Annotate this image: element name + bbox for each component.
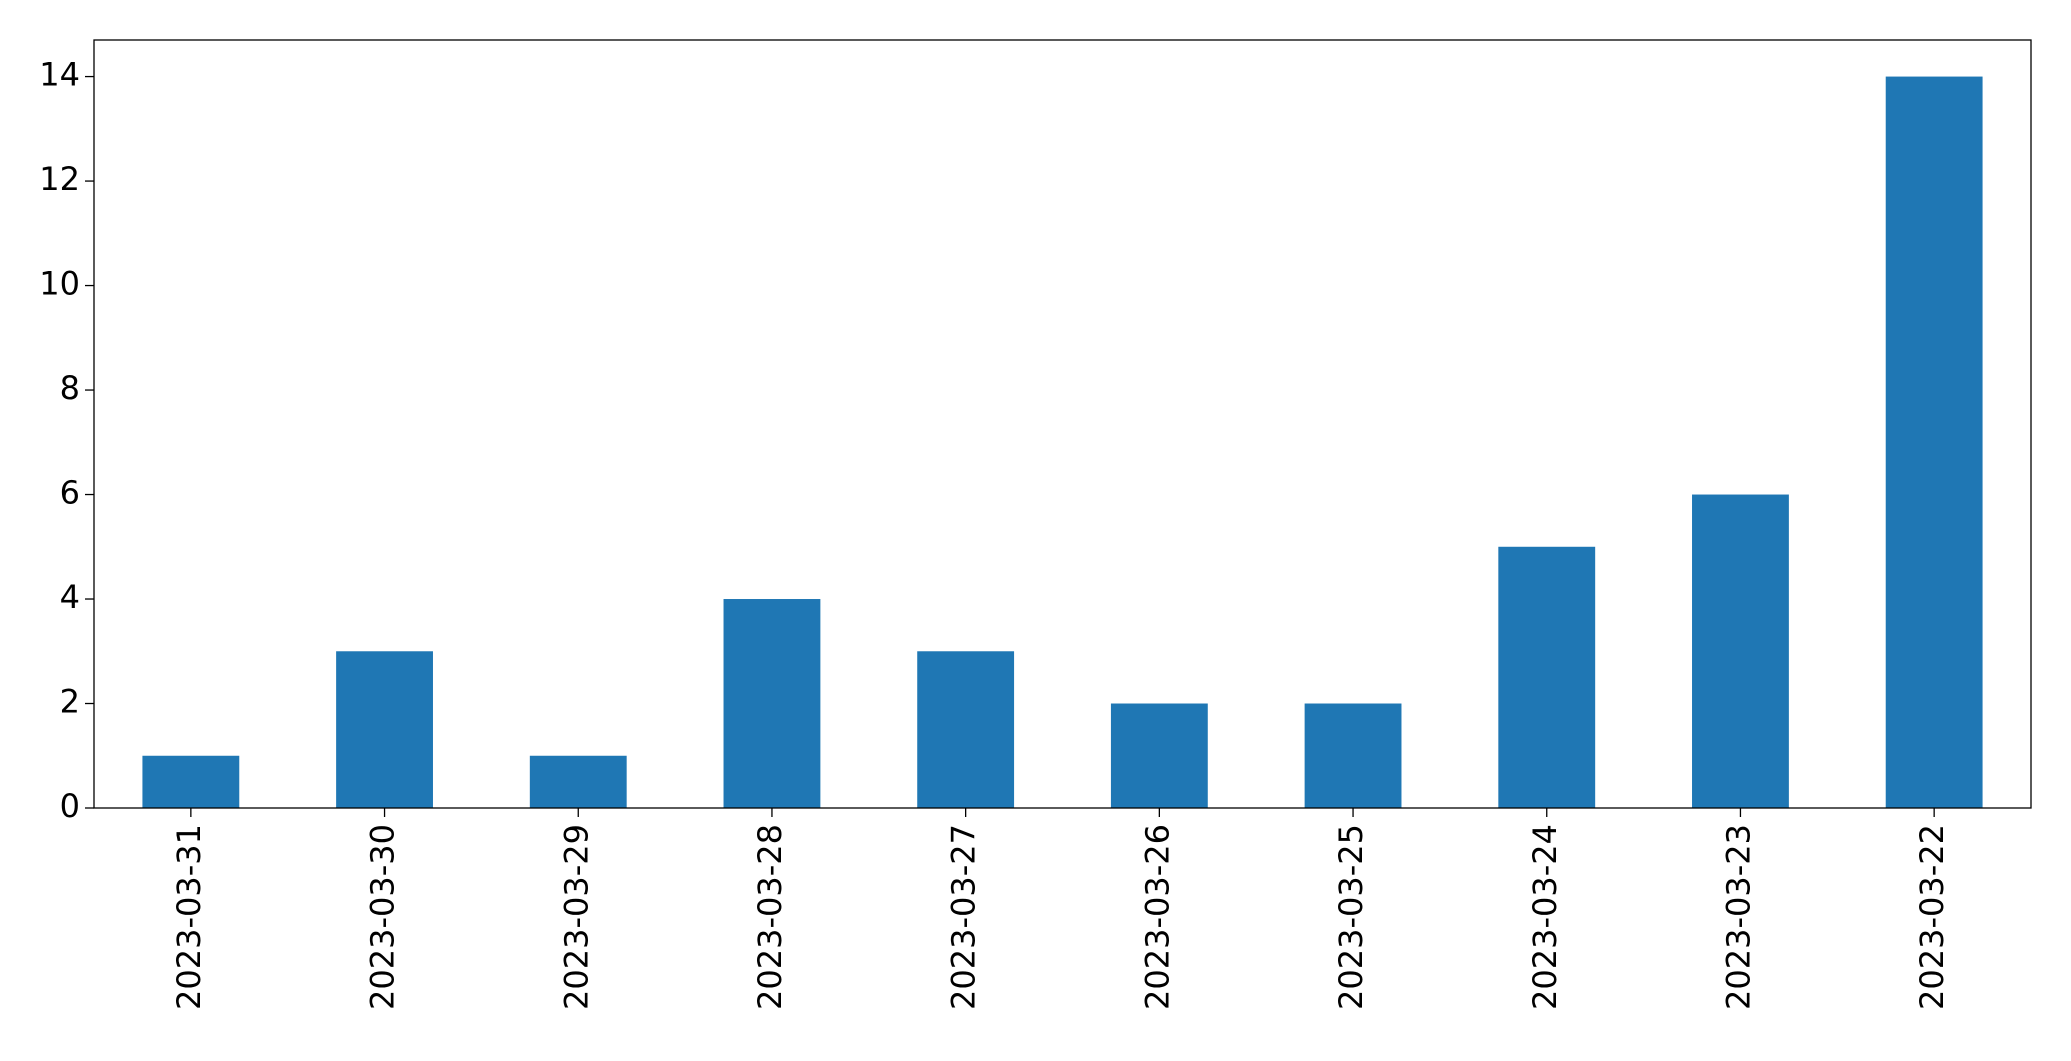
bar: [529, 755, 627, 808]
y-tick-label: 8: [60, 369, 80, 407]
x-tick-label: 2023-03-24: [1526, 824, 1564, 1010]
bar: [917, 651, 1015, 808]
bar: [1498, 546, 1596, 808]
y-tick-label: 10: [39, 265, 80, 303]
y-tick-label: 6: [60, 474, 80, 512]
y-tick-label: 12: [39, 160, 80, 198]
x-tick-label: 2023-03-26: [1138, 824, 1176, 1010]
bar: [723, 599, 821, 808]
x-tick-label: 2023-03-29: [557, 824, 595, 1010]
x-tick-label: 2023-03-31: [170, 824, 208, 1010]
bar: [1110, 703, 1208, 808]
x-tick-label: 2023-03-25: [1332, 824, 1370, 1010]
x-tick-label: 2023-03-22: [1913, 824, 1951, 1010]
bar: [1885, 76, 1983, 809]
y-tick-label: 14: [39, 56, 80, 94]
x-tick-label: 2023-03-27: [945, 824, 983, 1010]
y-tick-label: 2: [60, 683, 80, 721]
plot-frame: [93, 39, 2032, 809]
bar: [336, 651, 433, 808]
bar: [1304, 703, 1402, 808]
x-tick-label: 2023-03-28: [751, 824, 789, 1010]
bar: [142, 755, 240, 808]
x-tick-label: 2023-03-30: [364, 824, 402, 1010]
y-tick-label: 4: [60, 578, 80, 616]
bar: [1692, 494, 1789, 808]
y-tick-label: 0: [60, 787, 80, 825]
x-tick-label: 2023-03-23: [1719, 824, 1757, 1010]
